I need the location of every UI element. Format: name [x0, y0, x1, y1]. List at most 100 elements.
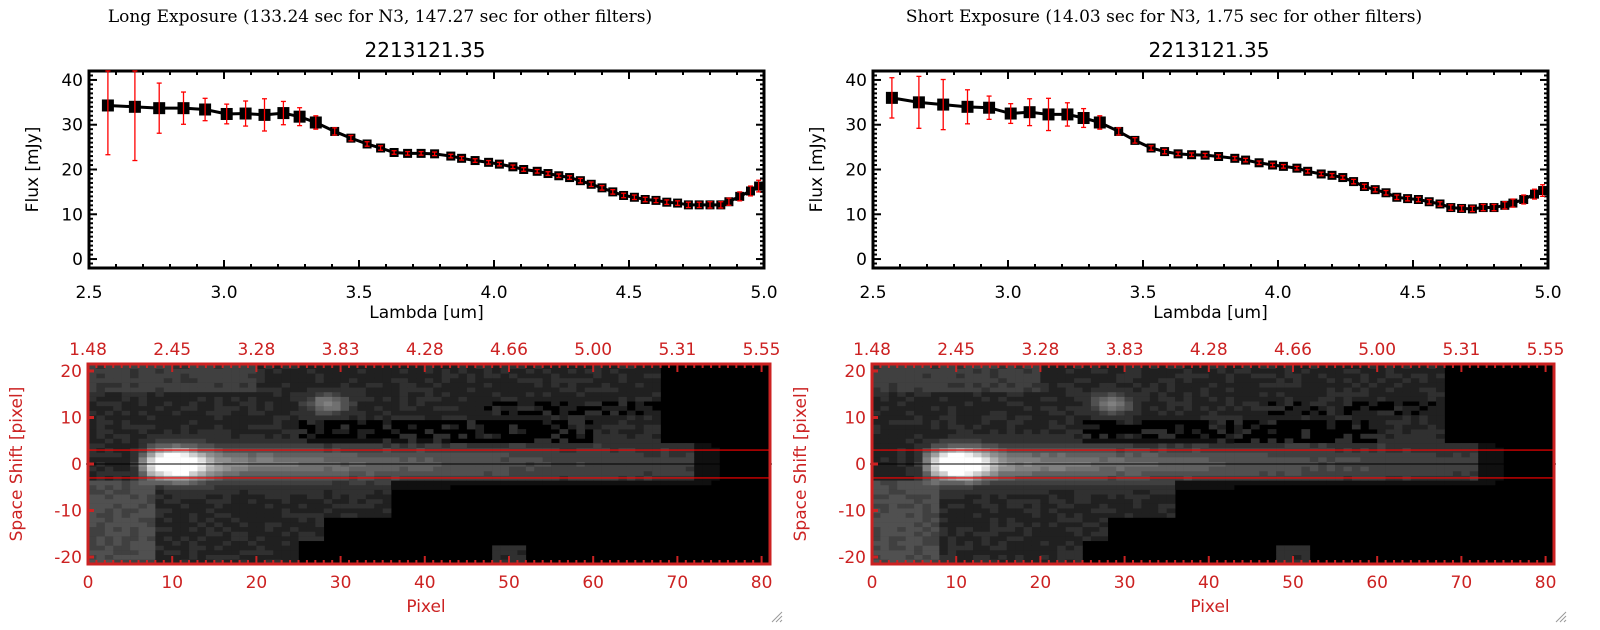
heatmap-cell — [104, 429, 114, 435]
heatmap-cell — [214, 368, 224, 374]
heatmap-cell — [981, 480, 991, 486]
heatmap-cell — [256, 415, 266, 421]
heatmap-cell — [888, 480, 898, 486]
heatmap-cell — [1057, 373, 1066, 379]
heatmap-cell — [433, 438, 442, 444]
heatmap-cell — [922, 373, 932, 379]
heatmap-cell — [880, 554, 890, 560]
heatmap-cell — [104, 554, 114, 560]
heatmap-cell — [1048, 484, 1058, 490]
heatmap-cell — [1175, 373, 1184, 379]
heatmap-cell — [559, 410, 569, 416]
heatmap-cell — [1057, 550, 1066, 555]
heatmap-cell — [1141, 401, 1151, 407]
error-bar — [1540, 184, 1546, 198]
heatmap-cell — [290, 494, 299, 500]
heatmap-cell — [113, 438, 122, 444]
heatmap-cell — [508, 410, 518, 416]
heatmap-cell — [155, 396, 165, 402]
heatmap-cell — [146, 438, 156, 444]
heatmap-cell — [973, 391, 982, 397]
heatmap-cell — [104, 531, 114, 537]
heatmap-cell — [382, 382, 392, 388]
heatmap-cell — [880, 429, 890, 435]
heatmap-cell — [939, 368, 949, 374]
heatmap-cell — [998, 536, 1008, 542]
heatmap-cell — [130, 517, 139, 523]
heatmap-cell — [1040, 480, 1050, 486]
heatmap-cell — [610, 391, 619, 397]
heatmap-cell — [180, 489, 190, 495]
heatmap-cell — [416, 373, 426, 379]
heatmap-cell — [180, 438, 190, 444]
heatmap-cell — [1141, 489, 1151, 495]
heatmap-cell — [1023, 531, 1033, 537]
heatmap-cell — [914, 410, 923, 416]
heatmap-cell — [130, 554, 139, 560]
heatmap-cell — [939, 457, 949, 462]
heatmap-cell — [197, 401, 207, 407]
heatmap-cell — [626, 364, 636, 369]
heatmap-cell — [214, 503, 224, 509]
heatmap-cell — [332, 415, 341, 421]
heatmap-cell — [155, 466, 165, 472]
heatmap-cell — [981, 545, 991, 551]
heatmap-cell — [1074, 526, 1083, 532]
heatmap-cell — [256, 424, 266, 430]
heatmap-cell — [1015, 373, 1024, 379]
heatmap-cell — [340, 424, 350, 430]
grip-line — [779, 619, 783, 623]
heatmap-cell — [964, 489, 974, 495]
heatmap-cell — [189, 554, 198, 560]
heatmap-cell — [458, 396, 468, 402]
heatmap-cell — [517, 391, 527, 397]
heatmap-cell — [315, 424, 325, 430]
heatmap-cell — [1006, 387, 1016, 393]
heatmap-cell — [956, 540, 965, 546]
heatmap-cell — [1133, 457, 1142, 462]
heatmap-cell — [205, 368, 215, 374]
heatmap-cell — [1284, 377, 1294, 383]
heatmap-cell — [441, 484, 451, 490]
heatmap-cell — [973, 373, 982, 379]
heatmap-cell — [315, 517, 325, 523]
heatmap-cell — [290, 457, 299, 462]
heatmap-cell — [1234, 405, 1243, 411]
heatmap-cell — [458, 452, 468, 458]
heatmap-cell — [1200, 480, 1210, 486]
heatmap-cell — [121, 536, 131, 542]
error-bar — [496, 161, 502, 167]
heatmap-cell — [956, 494, 965, 500]
heatmap-cell — [205, 433, 215, 439]
heatmap-cell — [1023, 368, 1033, 374]
heatmap-cell — [231, 498, 240, 504]
resize-grip-icon[interactable] — [771, 611, 783, 623]
heatmap-cell — [559, 466, 569, 472]
heatmap-cell — [239, 517, 249, 523]
heatmap-cell — [214, 554, 224, 560]
heatmap-cell — [1057, 484, 1066, 490]
x-tick-label: 4.0 — [480, 283, 507, 303]
heatmap-cell — [584, 396, 594, 402]
heatmap-cell — [989, 443, 999, 449]
heatmap-cell — [880, 391, 890, 397]
heatmap-cell — [332, 494, 341, 500]
heatmap-cell — [626, 377, 636, 383]
heatmap-cell — [1276, 545, 1285, 551]
heatmap-cell — [998, 382, 1008, 388]
heatmap-cell — [1158, 508, 1167, 514]
heatmap-cell — [872, 540, 881, 546]
heatmap-cell — [1133, 391, 1142, 397]
heatmap-cell — [121, 424, 131, 430]
heatmap-cell — [1225, 391, 1235, 397]
heatmap-cell — [981, 433, 991, 439]
heatmap-cell — [247, 517, 257, 523]
heatmap-cell — [939, 470, 949, 476]
heatmap-cell — [450, 457, 459, 462]
heatmap-cell — [981, 368, 991, 374]
heatmap-cell — [1057, 415, 1066, 421]
heatmap-cell — [239, 401, 249, 407]
error-bar — [1340, 175, 1346, 181]
heatmap-cell — [652, 480, 661, 486]
x-tick-label: 5.0 — [1534, 283, 1561, 303]
